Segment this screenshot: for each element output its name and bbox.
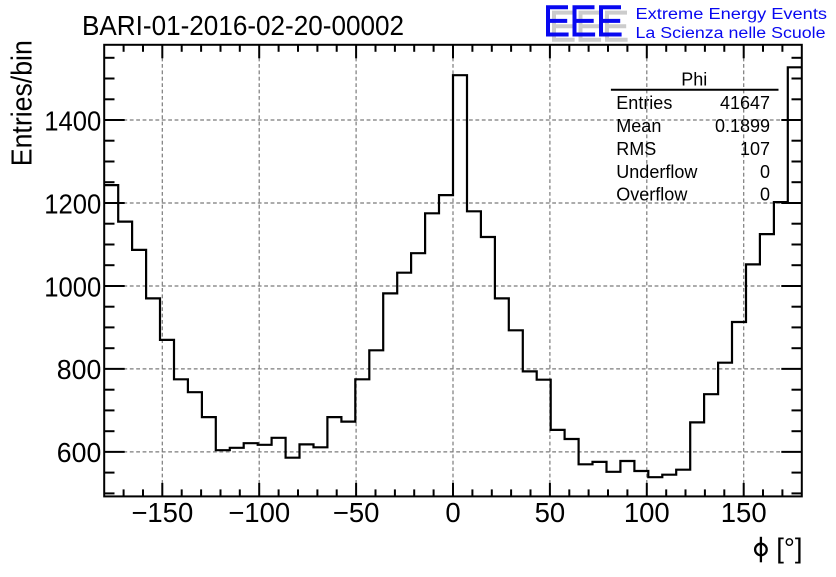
svg-text:BARI-01-2016-02-20-00002: BARI-01-2016-02-20-00002	[82, 10, 404, 41]
svg-text:41647: 41647	[720, 93, 770, 113]
svg-text:Entries/bin: Entries/bin	[6, 40, 38, 166]
svg-text:Mean: Mean	[616, 116, 661, 136]
svg-text:100: 100	[624, 497, 670, 528]
svg-text:−50: −50	[333, 497, 380, 528]
svg-text:0: 0	[760, 162, 770, 182]
svg-text:1400: 1400	[44, 105, 101, 136]
svg-text:0: 0	[760, 185, 770, 205]
svg-text:600: 600	[57, 437, 102, 468]
svg-text:107: 107	[740, 139, 770, 159]
svg-text:50: 50	[535, 497, 566, 528]
svg-text:0.1899: 0.1899	[715, 116, 770, 136]
svg-text:0: 0	[445, 497, 460, 528]
svg-text:La Scienza nelle Scuole: La Scienza nelle Scuole	[636, 25, 826, 42]
svg-text:Extreme Energy Events: Extreme Energy Events	[636, 6, 828, 23]
svg-text:−150: −150	[131, 497, 193, 528]
svg-text:800: 800	[57, 354, 102, 385]
svg-text:Overflow: Overflow	[616, 185, 688, 205]
svg-text:Entries: Entries	[616, 93, 672, 113]
svg-text:1200: 1200	[44, 188, 101, 219]
svg-text:Underflow: Underflow	[616, 162, 698, 182]
svg-text:[°]: [°]	[776, 533, 802, 564]
svg-text:−100: −100	[228, 497, 290, 528]
svg-text:1000: 1000	[44, 271, 101, 302]
svg-text:RMS: RMS	[616, 139, 656, 159]
svg-text:150: 150	[721, 497, 767, 528]
svg-text:Phi: Phi	[681, 70, 707, 90]
